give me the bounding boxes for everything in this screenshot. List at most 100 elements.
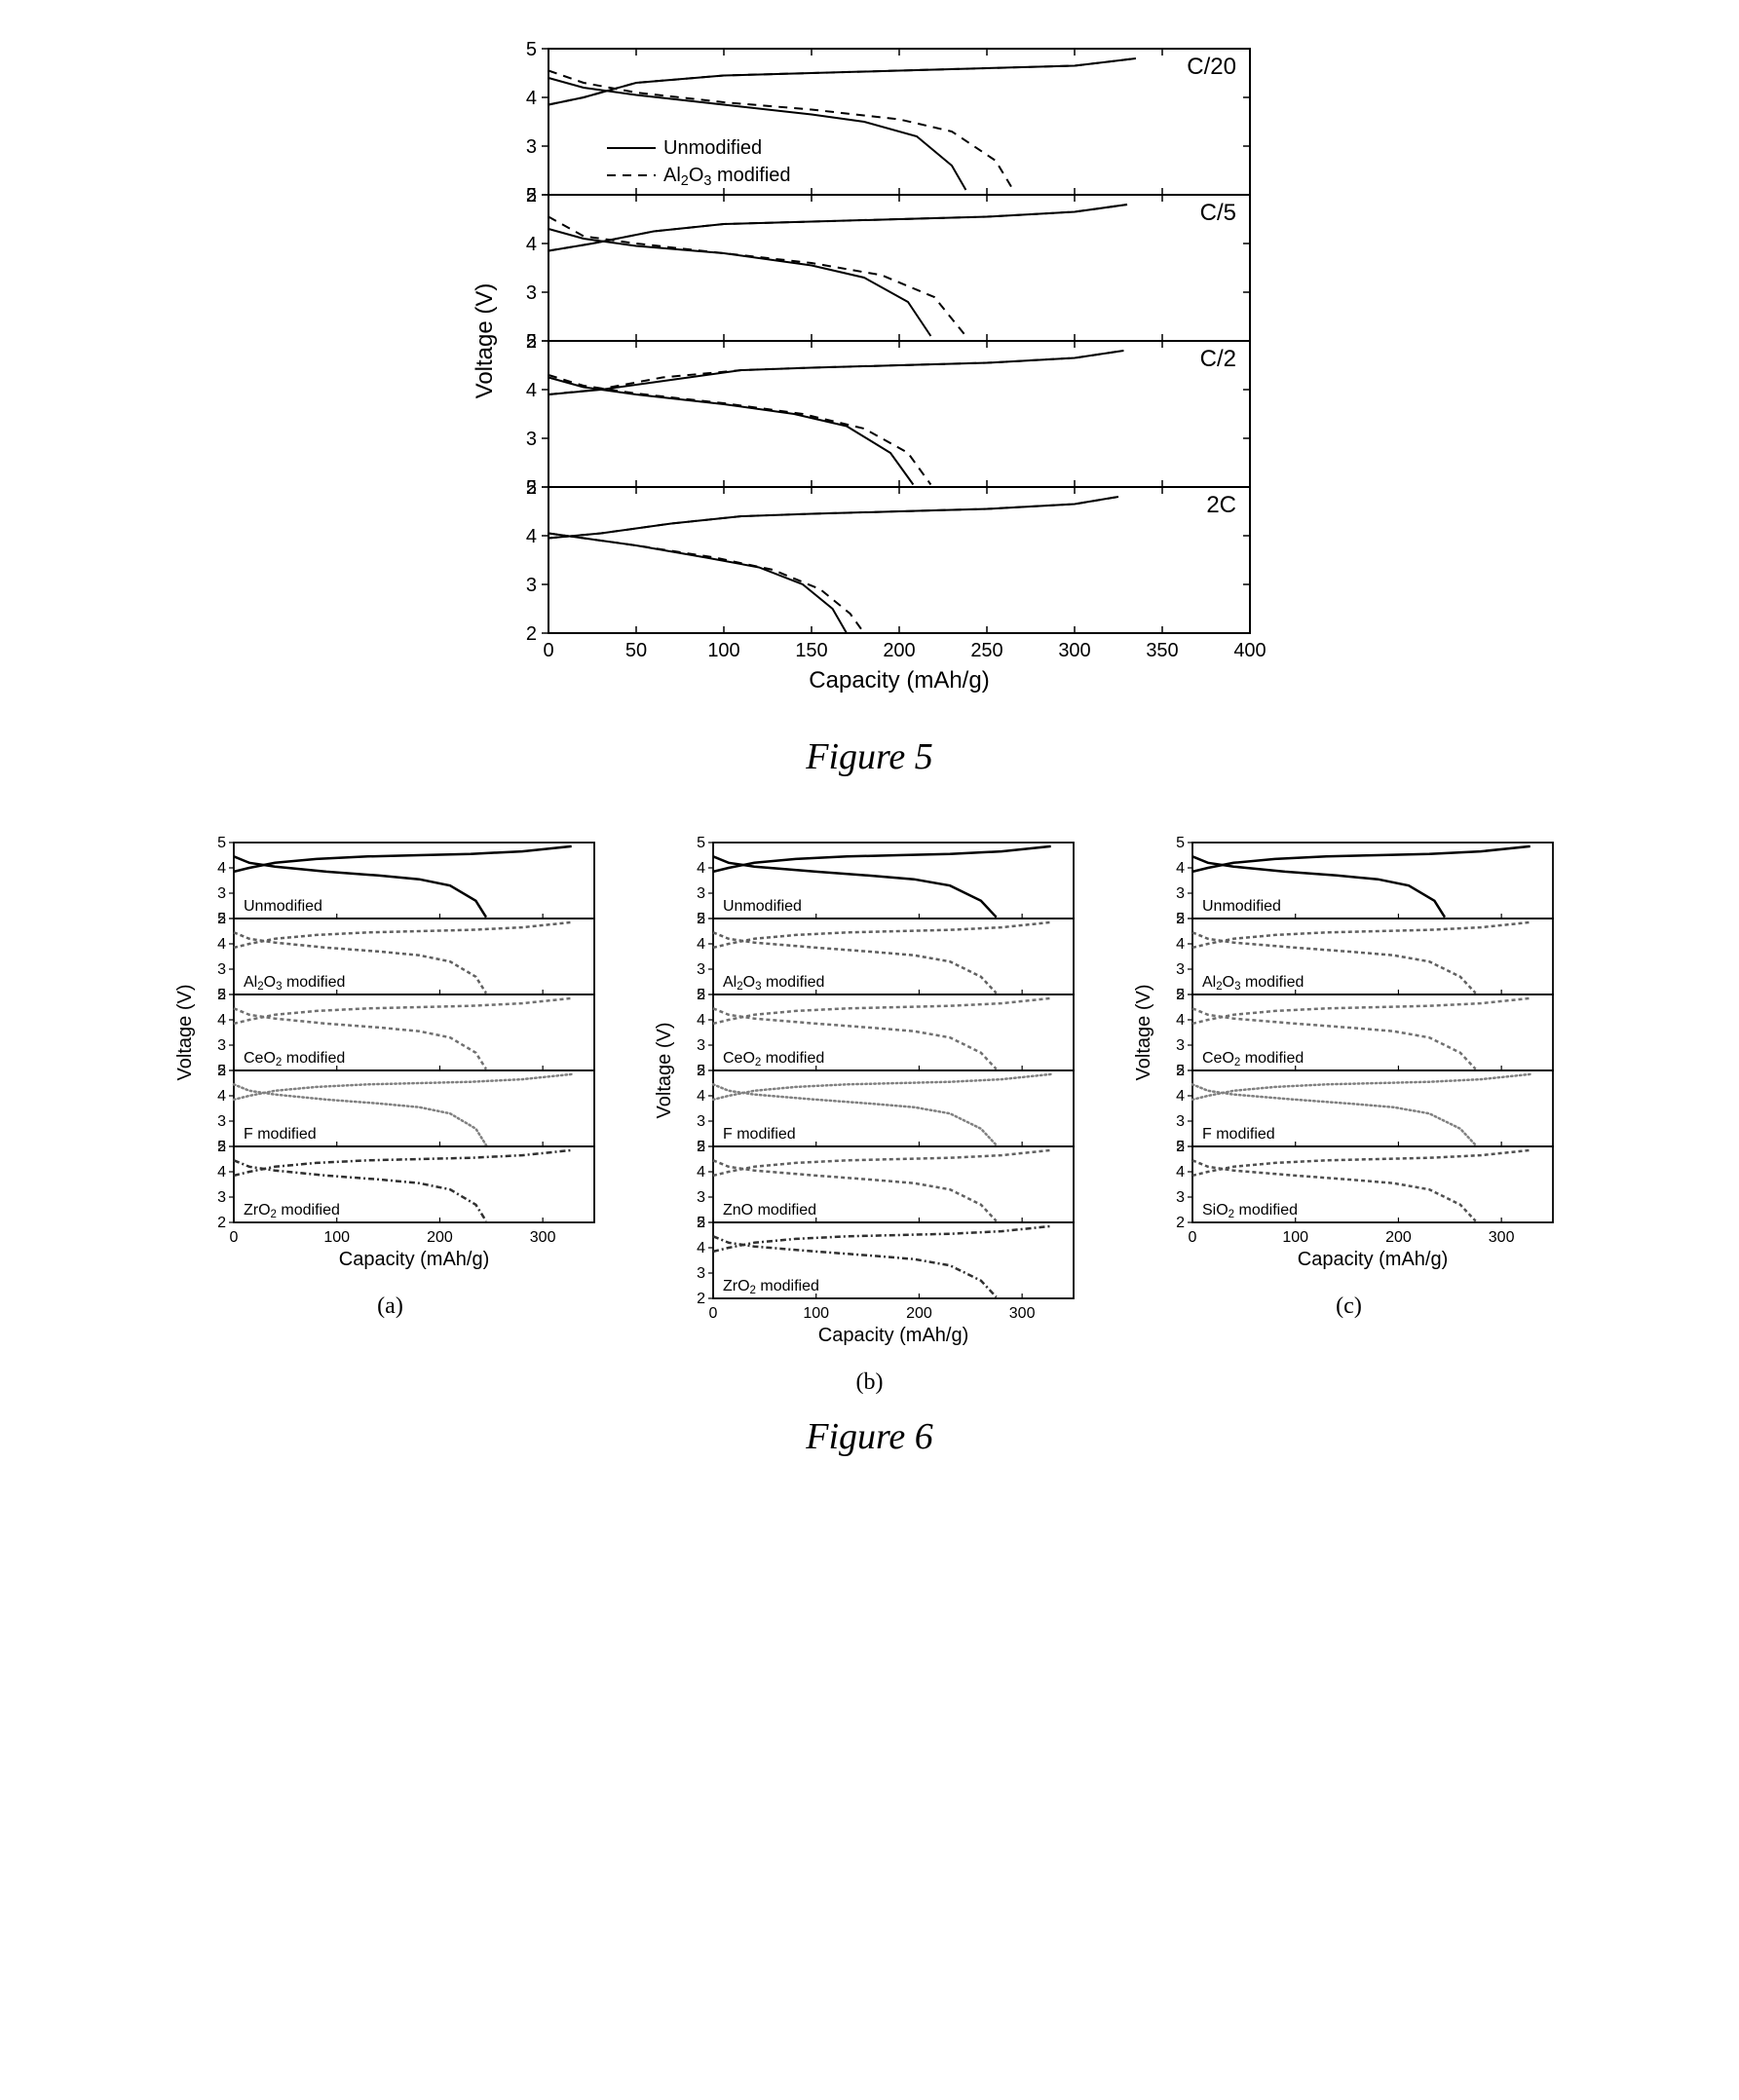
svg-text:5: 5 [1176,911,1185,927]
svg-text:4: 4 [697,1012,705,1029]
svg-text:4: 4 [525,88,536,109]
svg-text:4: 4 [1176,1088,1185,1105]
svg-text:5: 5 [697,911,705,927]
svg-text:300: 300 [1058,640,1090,661]
svg-text:100: 100 [707,640,739,661]
svg-text:4: 4 [1176,936,1185,953]
figure-6b-wrap: Voltage (V)2345Unmodified2345Al2O3 modif… [655,837,1085,1396]
svg-text:C/20: C/20 [1187,54,1236,80]
figure-6b-chart: Voltage (V)2345Unmodified2345Al2O3 modif… [655,837,1085,1364]
svg-text:CeO2 modified: CeO2 modified [1202,1050,1304,1069]
svg-text:Capacity (mAh/g): Capacity (mAh/g) [1297,1249,1448,1270]
svg-text:CeO2 modified: CeO2 modified [244,1050,345,1069]
svg-text:3: 3 [217,1113,226,1130]
figure-5-chart: Voltage (V)2345C/20UnmodifiedAl2O3 modif… [471,39,1269,716]
svg-text:3: 3 [1176,885,1185,902]
svg-text:2: 2 [697,1291,705,1307]
figure-6a-chart: Voltage (V)2345Unmodified2345Al2O3 modif… [175,837,606,1288]
svg-text:300: 300 [1008,1305,1035,1322]
svg-text:Al2O3 modified: Al2O3 modified [663,165,791,189]
svg-text:4: 4 [217,936,226,953]
svg-text:100: 100 [803,1305,829,1322]
svg-text:5: 5 [697,1063,705,1079]
svg-text:3: 3 [697,961,705,978]
figure-6a-wrap: Voltage (V)2345Unmodified2345Al2O3 modif… [175,837,606,1396]
svg-text:4: 4 [1176,860,1185,877]
svg-text:Unmodified: Unmodified [663,137,762,159]
svg-text:4: 4 [217,860,226,877]
svg-text:3: 3 [697,1113,705,1130]
svg-text:250: 250 [970,640,1002,661]
svg-text:SiO2 modified: SiO2 modified [1202,1202,1298,1220]
svg-text:0: 0 [229,1229,238,1246]
svg-text:Capacity (mAh/g): Capacity (mAh/g) [817,1325,968,1346]
svg-text:5: 5 [217,987,226,1003]
svg-text:0: 0 [708,1305,717,1322]
svg-text:3: 3 [525,429,536,450]
svg-text:4: 4 [217,1164,226,1181]
svg-text:Al2O3 modified: Al2O3 modified [723,974,824,993]
svg-text:3: 3 [525,282,536,304]
figure-6-block: Voltage (V) 2 3 4 5 Unmodified 2 3 4 5 Al2O3 modif… [175,837,1565,1458]
svg-text:100: 100 [323,1229,350,1246]
svg-text:Capacity (mAh/g): Capacity (mAh/g) [809,667,989,694]
svg-text:Voltage (V): Voltage (V) [655,1023,675,1119]
svg-text:C/5: C/5 [1199,200,1235,226]
svg-text:Voltage (V): Voltage (V) [472,283,498,399]
figure-5-caption: Figure 5 [471,735,1269,778]
svg-text:3: 3 [525,136,536,158]
svg-text:3: 3 [1176,961,1185,978]
svg-text:200: 200 [427,1229,453,1246]
svg-text:5: 5 [217,1063,226,1079]
svg-text:Voltage (V): Voltage (V) [1134,985,1154,1081]
svg-text:150: 150 [795,640,827,661]
svg-text:F modified: F modified [244,1126,317,1143]
svg-text:4: 4 [697,1088,705,1105]
svg-text:200: 200 [883,640,915,661]
svg-text:3: 3 [1176,1037,1185,1054]
svg-text:4: 4 [697,860,705,877]
svg-text:5: 5 [697,837,705,851]
svg-text:0: 0 [543,640,553,661]
svg-text:4: 4 [217,1088,226,1105]
svg-text:4: 4 [697,1164,705,1181]
svg-text:CeO2 modified: CeO2 modified [723,1050,824,1069]
svg-text:3: 3 [697,1189,705,1206]
svg-text:Unmodified: Unmodified [1202,898,1281,915]
svg-text:Capacity (mAh/g): Capacity (mAh/g) [338,1249,489,1270]
svg-text:2: 2 [1176,1215,1185,1231]
svg-text:5: 5 [1176,1063,1185,1079]
svg-text:5: 5 [217,837,226,851]
svg-text:5: 5 [217,1139,226,1155]
figure-6-row: Voltage (V) 2 3 4 5 Unmodified 2 3 4 5 Al2O3 modif… [175,837,1565,1396]
figure-6-caption: Figure 6 [175,1415,1565,1458]
svg-text:4: 4 [525,380,536,401]
svg-text:5: 5 [1176,837,1185,851]
svg-text:4: 4 [1176,1012,1185,1029]
svg-text:3: 3 [1176,1189,1185,1206]
svg-text:Voltage (V): Voltage (V) [175,985,196,1081]
svg-text:5: 5 [525,331,536,353]
svg-text:3: 3 [217,961,226,978]
svg-text:3: 3 [217,1037,226,1054]
svg-text:5: 5 [697,1139,705,1155]
svg-text:2: 2 [525,623,536,645]
figure-6b-sublabel: (b) [655,1369,1085,1396]
svg-text:5: 5 [525,39,536,60]
figure-5-block: Voltage (V)2345C/20UnmodifiedAl2O3 modif… [471,39,1269,778]
svg-text:3: 3 [697,885,705,902]
svg-text:4: 4 [697,936,705,953]
svg-text:2C: 2C [1206,492,1236,518]
svg-text:3: 3 [1176,1113,1185,1130]
svg-text:3: 3 [697,1265,705,1282]
svg-text:C/2: C/2 [1199,346,1235,372]
figure-6c-wrap: Voltage (V)2345Unmodified2345Al2O3 modif… [1134,837,1565,1396]
svg-text:100: 100 [1282,1229,1308,1246]
svg-text:0: 0 [1188,1229,1196,1246]
svg-text:3: 3 [525,575,536,596]
svg-text:5: 5 [1176,987,1185,1003]
svg-text:F modified: F modified [1202,1126,1275,1143]
svg-text:Unmodified: Unmodified [723,898,802,915]
svg-text:ZrO2 modified: ZrO2 modified [723,1278,819,1296]
svg-text:Al2O3 modified: Al2O3 modified [244,974,345,993]
